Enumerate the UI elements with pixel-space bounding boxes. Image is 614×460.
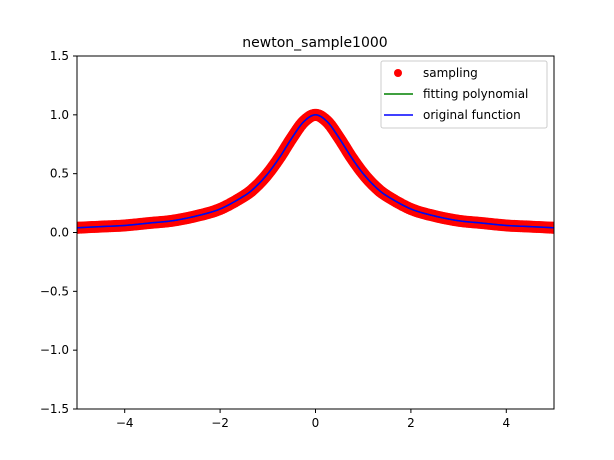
x-tick-label: −4 bbox=[116, 416, 134, 430]
y-tick-label: −0.5 bbox=[40, 284, 69, 298]
legend-label-fitting-polynomial: fitting polynomial bbox=[423, 87, 528, 101]
x-tick-label: 0 bbox=[312, 416, 320, 430]
axes: −4 −2 0 2 4 −1.5 −1.0 −0.5 0.0 0.5 1.0 1.5 bbox=[40, 49, 555, 430]
legend-marker-sampling bbox=[394, 69, 402, 77]
y-tick-label: −1.5 bbox=[40, 402, 69, 416]
legend-box bbox=[380, 60, 548, 129]
x-tick-label: 4 bbox=[502, 416, 510, 430]
y-tick-label: 0.0 bbox=[50, 226, 69, 240]
original-function-line bbox=[77, 114, 554, 229]
x-tick-label: 2 bbox=[407, 416, 415, 430]
chart-title: newton_sample1000 bbox=[242, 35, 387, 51]
y-tick-label: 1.5 bbox=[50, 49, 69, 63]
legend-label-sampling: sampling bbox=[423, 66, 478, 80]
y-tick-label: 0.5 bbox=[50, 167, 69, 181]
legend: sampling fitting polynomial original funct… bbox=[380, 60, 548, 129]
x-tick-label: −2 bbox=[211, 416, 229, 430]
legend-label-original-function: original function bbox=[423, 108, 521, 122]
y-tick-label: 1.0 bbox=[50, 108, 69, 122]
y-tick-label: −1.0 bbox=[40, 343, 69, 357]
plot-area bbox=[77, 108, 554, 234]
